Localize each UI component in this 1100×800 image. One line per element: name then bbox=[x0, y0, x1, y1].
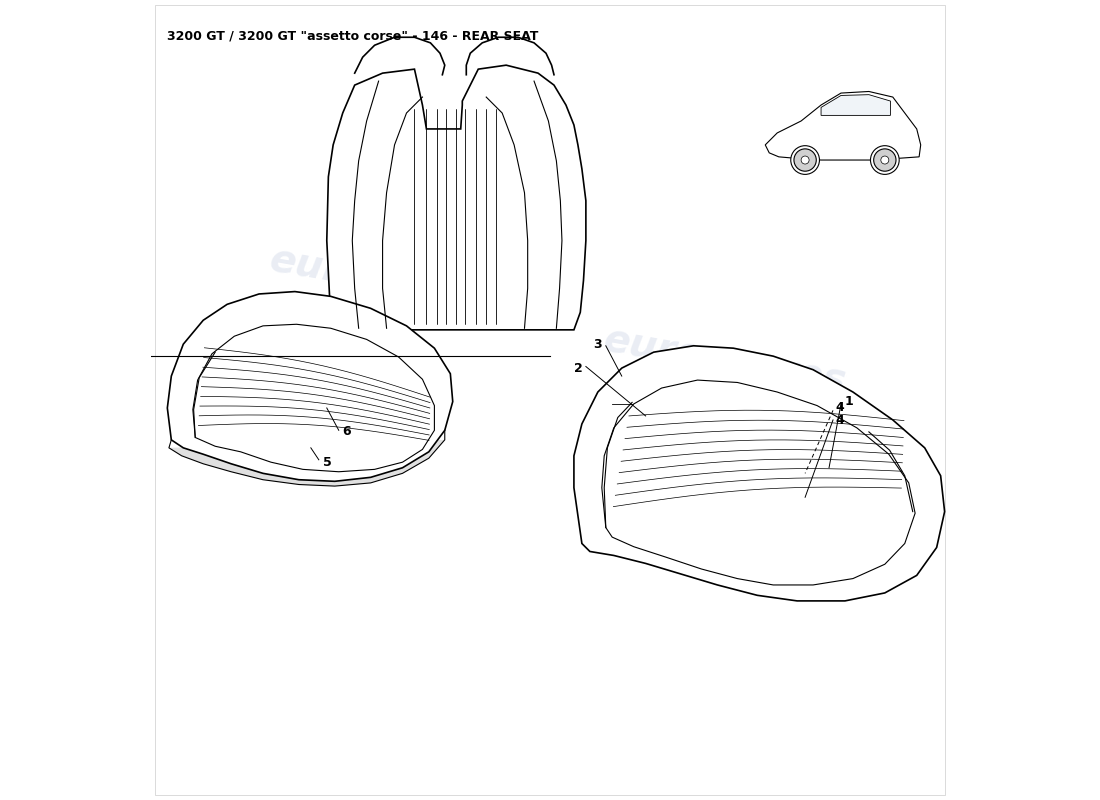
Circle shape bbox=[794, 149, 816, 171]
Text: eurospares: eurospares bbox=[601, 320, 849, 400]
Polygon shape bbox=[757, 492, 805, 504]
Circle shape bbox=[791, 146, 820, 174]
Text: 5: 5 bbox=[322, 456, 331, 469]
Bar bbox=[636, 434, 646, 450]
Text: eurospares: eurospares bbox=[266, 240, 515, 321]
Circle shape bbox=[801, 156, 810, 164]
Polygon shape bbox=[766, 91, 921, 160]
Polygon shape bbox=[169, 440, 444, 486]
Text: 3: 3 bbox=[593, 338, 602, 350]
Text: 3200 GT / 3200 GT "assetto corse" - 146 - REAR SEAT: 3200 GT / 3200 GT "assetto corse" - 146 … bbox=[167, 30, 539, 42]
Text: 4: 4 bbox=[835, 414, 844, 427]
Polygon shape bbox=[602, 380, 915, 585]
Polygon shape bbox=[821, 94, 890, 115]
Polygon shape bbox=[757, 468, 805, 480]
Text: 1: 1 bbox=[845, 395, 854, 408]
Text: 2: 2 bbox=[574, 362, 583, 374]
Polygon shape bbox=[574, 346, 945, 601]
Circle shape bbox=[870, 146, 899, 174]
Text: 4: 4 bbox=[835, 402, 844, 414]
Polygon shape bbox=[327, 65, 586, 330]
Circle shape bbox=[881, 156, 889, 164]
Polygon shape bbox=[192, 324, 434, 472]
Polygon shape bbox=[609, 400, 670, 452]
Circle shape bbox=[873, 149, 896, 171]
Text: 6: 6 bbox=[343, 426, 351, 438]
Polygon shape bbox=[167, 291, 453, 482]
